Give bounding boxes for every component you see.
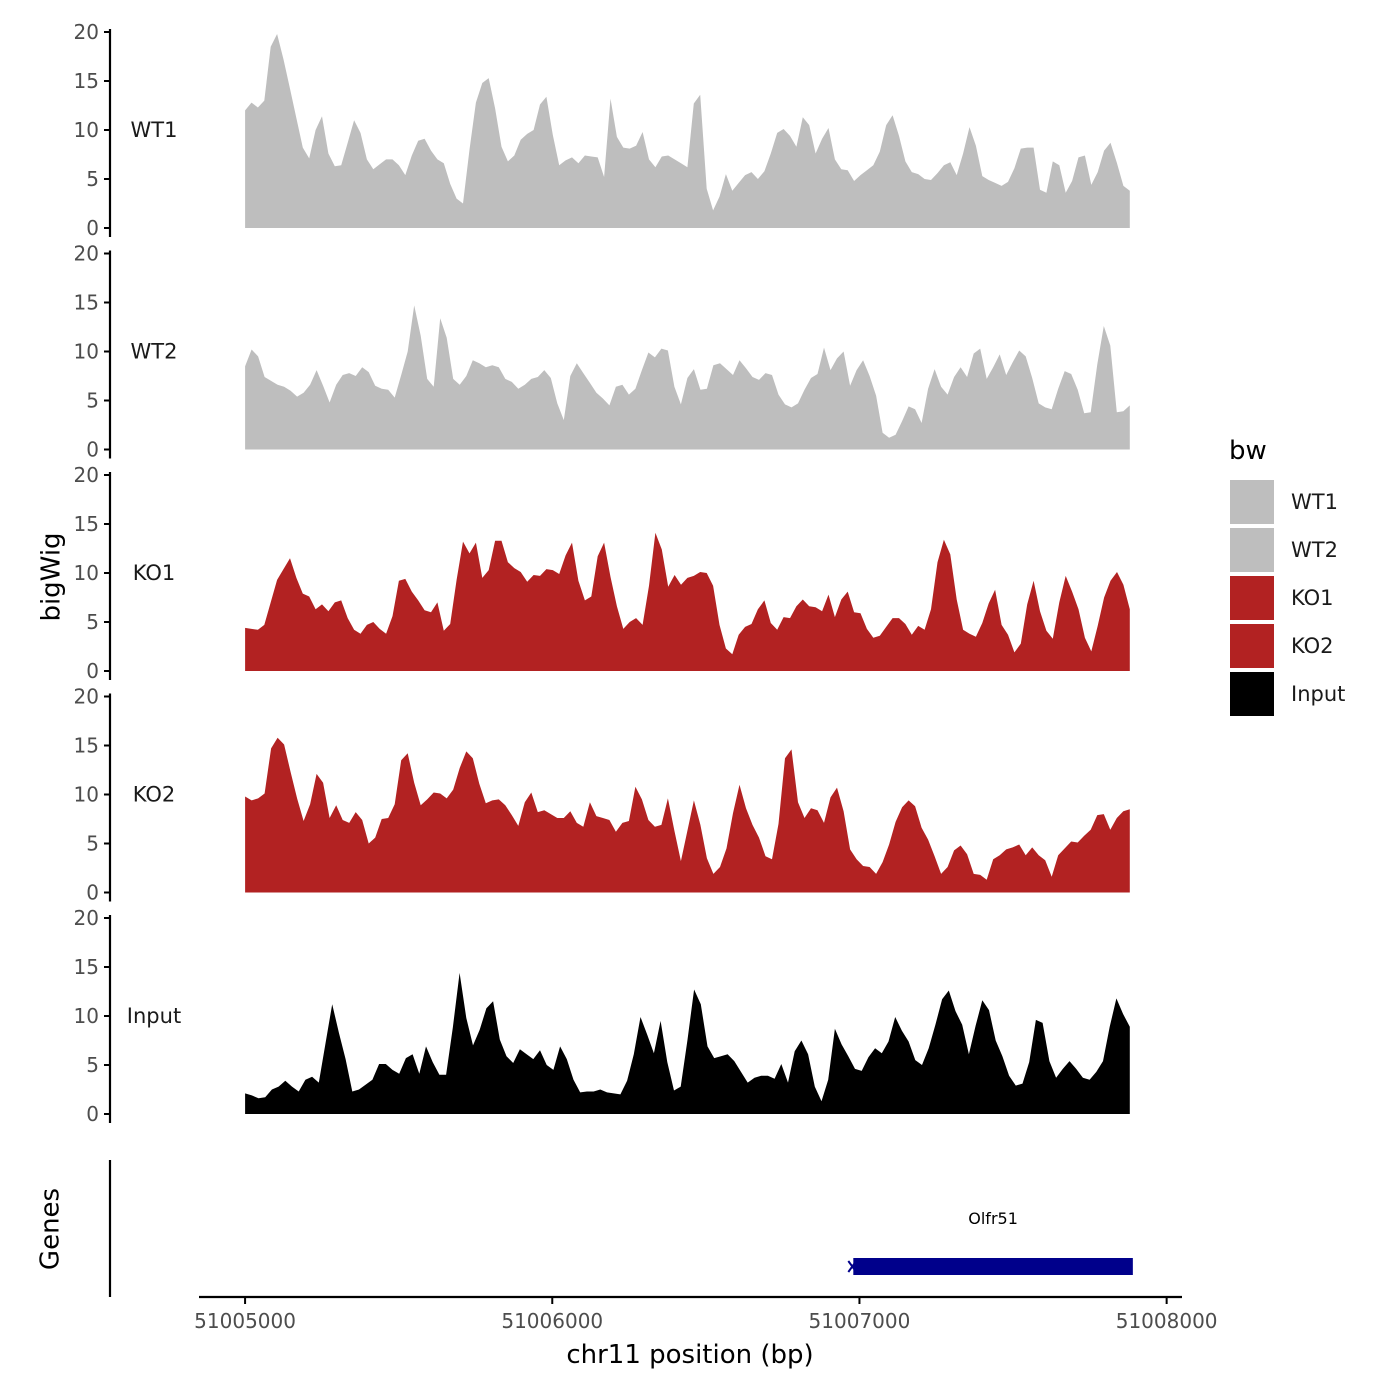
x-tick-label: 51008000: [1116, 1309, 1218, 1333]
y-tick-label: 20: [74, 242, 99, 266]
coverage-area-ko1: [245, 532, 1130, 671]
x-axis-title: chr11 position (bp): [566, 1340, 813, 1370]
y-tick-label: 10: [74, 118, 99, 142]
y-tick-label: 15: [74, 291, 99, 315]
track-label-wt2: WT2: [131, 340, 178, 364]
legend: bw WT1 WT2 KO1 KO2 Input: [1229, 436, 1345, 716]
y-tick-label: 15: [74, 512, 99, 536]
legend-swatch: [1230, 480, 1274, 524]
y-tick-label: 0: [86, 1102, 99, 1126]
gene-body: [853, 1258, 1133, 1275]
legend-swatch: [1230, 624, 1274, 668]
track-wt1: 0 5 10 15 20 WT1: [74, 20, 1130, 240]
track-label-ko1: KO1: [133, 561, 176, 585]
legend-entry-ko2: KO2: [1230, 624, 1334, 668]
track-label-ko2: KO2: [133, 783, 176, 807]
legend-entry-input: Input: [1230, 672, 1345, 716]
y-tick-label: 20: [74, 20, 99, 44]
track-ko1: 0 5 10 15 20 KO1: [74, 463, 1130, 683]
x-tick-label: 51007000: [809, 1309, 911, 1333]
y-tick-label: 10: [74, 340, 99, 364]
coverage-area-wt1: [245, 34, 1130, 228]
genes-axis-title: Genes: [36, 1188, 66, 1270]
x-tick-label: 51005000: [194, 1309, 296, 1333]
legend-title: bw: [1229, 436, 1267, 466]
track-wt2: 0 5 10 15 20 WT2: [74, 242, 1130, 462]
legend-label: WT2: [1291, 538, 1338, 562]
tracks-layer: 0 5 10 15 20 WT1 0 5 10 15 20 WT2 0 5 10 15 20 KO1 0 5 10 15 2…: [74, 20, 1130, 1126]
y-tick-label: 15: [74, 955, 99, 979]
track-label-input: Input: [127, 1004, 181, 1028]
coverage-area-input: [245, 972, 1130, 1114]
y-tick-label: 0: [86, 659, 99, 683]
y-tick-label: 5: [86, 167, 99, 191]
y-tick-label: 5: [86, 610, 99, 634]
legend-label: KO2: [1291, 634, 1334, 658]
y-tick-label: 15: [74, 69, 99, 93]
y-tick-label: 0: [86, 438, 99, 462]
legend-entry-ko1: KO1: [1230, 576, 1334, 620]
coverage-area-ko2: [245, 737, 1130, 893]
y-tick-label: 20: [74, 906, 99, 930]
y-tick-label: 5: [86, 832, 99, 856]
y-tick-label: 10: [74, 561, 99, 585]
gene-label: Olfr51: [968, 1209, 1018, 1228]
legend-swatch: [1230, 672, 1274, 716]
y-tick-label: 0: [86, 216, 99, 240]
track-ko2: 0 5 10 15 20 KO2: [74, 685, 1130, 905]
coverage-area-wt2: [245, 305, 1130, 450]
y-axis-title: bigWig: [37, 532, 67, 621]
y-tick-label: 5: [86, 1053, 99, 1077]
y-tick-label: 10: [74, 1004, 99, 1028]
y-tick-label: 0: [86, 881, 99, 905]
x-tick-label: 51006000: [501, 1309, 603, 1333]
legend-label: KO1: [1291, 586, 1334, 610]
y-tick-label: 10: [74, 783, 99, 807]
x-axis: chr11 position (bp) 51005000 51006000 5100…: [194, 1295, 1218, 1370]
legend-label: Input: [1291, 682, 1345, 706]
y-tick-label: 20: [74, 685, 99, 709]
gene-olfr51: Olfr51: [847, 1209, 1133, 1275]
legend-swatch: [1230, 576, 1274, 620]
y-tick-label: 20: [74, 463, 99, 487]
track-input: 0 5 10 15 20 Input: [74, 906, 1130, 1126]
legend-swatch: [1230, 528, 1274, 572]
track-label-wt1: WT1: [131, 118, 178, 142]
legend-entry-wt2: WT2: [1230, 528, 1338, 572]
genes-panel: Genes Olfr51: [36, 1160, 1133, 1297]
y-tick-label: 5: [86, 389, 99, 413]
legend-entry-wt1: WT1: [1230, 480, 1338, 524]
gene-strand-icon: [847, 1260, 858, 1273]
y-tick-label: 15: [74, 734, 99, 758]
legend-label: WT1: [1291, 490, 1338, 514]
